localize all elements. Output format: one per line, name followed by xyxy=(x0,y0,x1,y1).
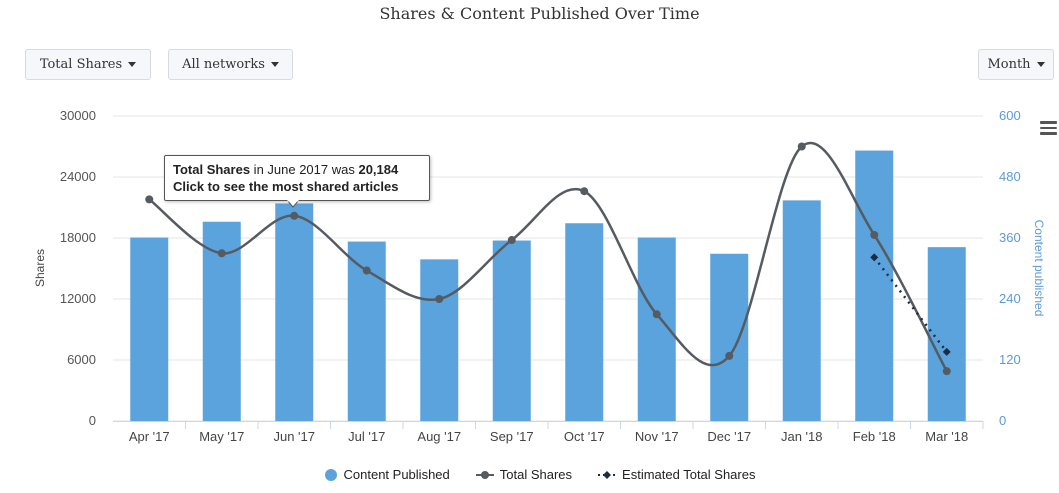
point-total-shares xyxy=(652,310,661,319)
x-tick-label: Jul '17 xyxy=(348,429,385,444)
y-tick-right: 0 xyxy=(999,413,1006,428)
x-tick-label: Sep '17 xyxy=(490,429,534,444)
metric-dropdown-label: Total Shares xyxy=(39,57,123,72)
point-total-shares xyxy=(435,295,444,303)
y-tick-left: 0 xyxy=(89,413,96,428)
x-tick-label: Feb '18 xyxy=(853,429,896,444)
x-tick-label: Apr '17 xyxy=(129,429,170,444)
x-tick-label: Jan '18 xyxy=(781,429,823,444)
circle-icon xyxy=(324,468,337,481)
legend-item-content-published[interactable]: Content Published xyxy=(324,467,450,482)
point-total-shares xyxy=(145,195,154,204)
network-dropdown[interactable]: All networks xyxy=(168,49,293,80)
bar-content-published xyxy=(275,203,314,421)
y-tick-left: 30000 xyxy=(60,108,96,123)
x-tick-label: Aug '17 xyxy=(417,429,461,444)
point-total-shares xyxy=(870,230,879,239)
chart-legend: Content Published Total Shares Estimated… xyxy=(0,467,1059,482)
y-tick-right: 480 xyxy=(999,169,1021,184)
bar-content-published xyxy=(130,237,169,421)
point-total-shares xyxy=(290,211,299,220)
tooltip-arrow xyxy=(287,200,299,208)
tooltip-line-2: Click to see the most shared articles xyxy=(173,179,399,194)
y-axis-left-title: Shares xyxy=(33,249,47,287)
point-total-shares xyxy=(725,351,734,360)
point-total-shares xyxy=(362,266,371,275)
bar-content-published xyxy=(927,247,966,421)
point-total-shares xyxy=(217,249,226,258)
dotted-line-icon xyxy=(598,470,617,479)
tooltip: Total Shares in June 2017 was 20,184 Cli… xyxy=(164,155,430,201)
x-tick-label: Mar '18 xyxy=(925,429,968,444)
period-dropdown-label: Month xyxy=(987,57,1031,72)
x-tick-label: Dec '17 xyxy=(707,429,751,444)
x-tick-label: Oct '17 xyxy=(564,429,605,444)
x-tick-label: Jun '17 xyxy=(273,429,315,444)
y-tick-right: 120 xyxy=(999,352,1021,367)
point-total-shares xyxy=(507,236,516,245)
chevron-down-icon xyxy=(270,62,279,67)
y-tick-left: 18000 xyxy=(60,230,96,245)
period-dropdown[interactable]: Month xyxy=(978,49,1054,80)
x-tick-label: May '17 xyxy=(199,429,244,444)
point-total-shares xyxy=(942,367,951,376)
x-tick-label: Nov '17 xyxy=(635,429,679,444)
y-tick-right: 600 xyxy=(999,108,1021,123)
legend-item-total-shares[interactable]: Total Shares xyxy=(475,467,572,482)
y-tick-left: 12000 xyxy=(60,291,96,306)
bar-content-published xyxy=(565,223,604,421)
metric-dropdown[interactable]: Total Shares xyxy=(25,49,151,80)
bar-content-published xyxy=(710,253,749,421)
point-estimated-total-shares xyxy=(942,347,951,356)
bar-content-published xyxy=(855,150,894,422)
chart-menu-icon[interactable] xyxy=(1040,121,1057,135)
y-tick-left: 6000 xyxy=(67,352,96,367)
legend-item-estimated-total-shares[interactable]: Estimated Total Shares xyxy=(598,467,755,482)
point-total-shares xyxy=(797,142,806,151)
point-estimated-total-shares xyxy=(870,253,879,262)
bar-content-published xyxy=(782,200,821,421)
y-tick-right: 360 xyxy=(999,230,1021,245)
chart-title: Shares & Content Published Over Time xyxy=(379,4,700,23)
bar-content-published xyxy=(492,240,531,421)
point-total-shares xyxy=(580,187,589,196)
tooltip-line-1: Total Shares in June 2017 was 20,184 xyxy=(173,162,399,177)
y-axis-right-title: Content published xyxy=(1032,220,1046,317)
chevron-down-icon xyxy=(128,62,137,67)
bar-content-published xyxy=(420,259,459,421)
y-tick-left: 24000 xyxy=(60,169,96,184)
chevron-down-icon xyxy=(1036,62,1045,67)
line-marker-icon xyxy=(475,470,494,479)
network-dropdown-label: All networks xyxy=(182,57,265,72)
line-estimated-total-shares xyxy=(873,256,948,353)
y-tick-right: 240 xyxy=(999,291,1021,306)
